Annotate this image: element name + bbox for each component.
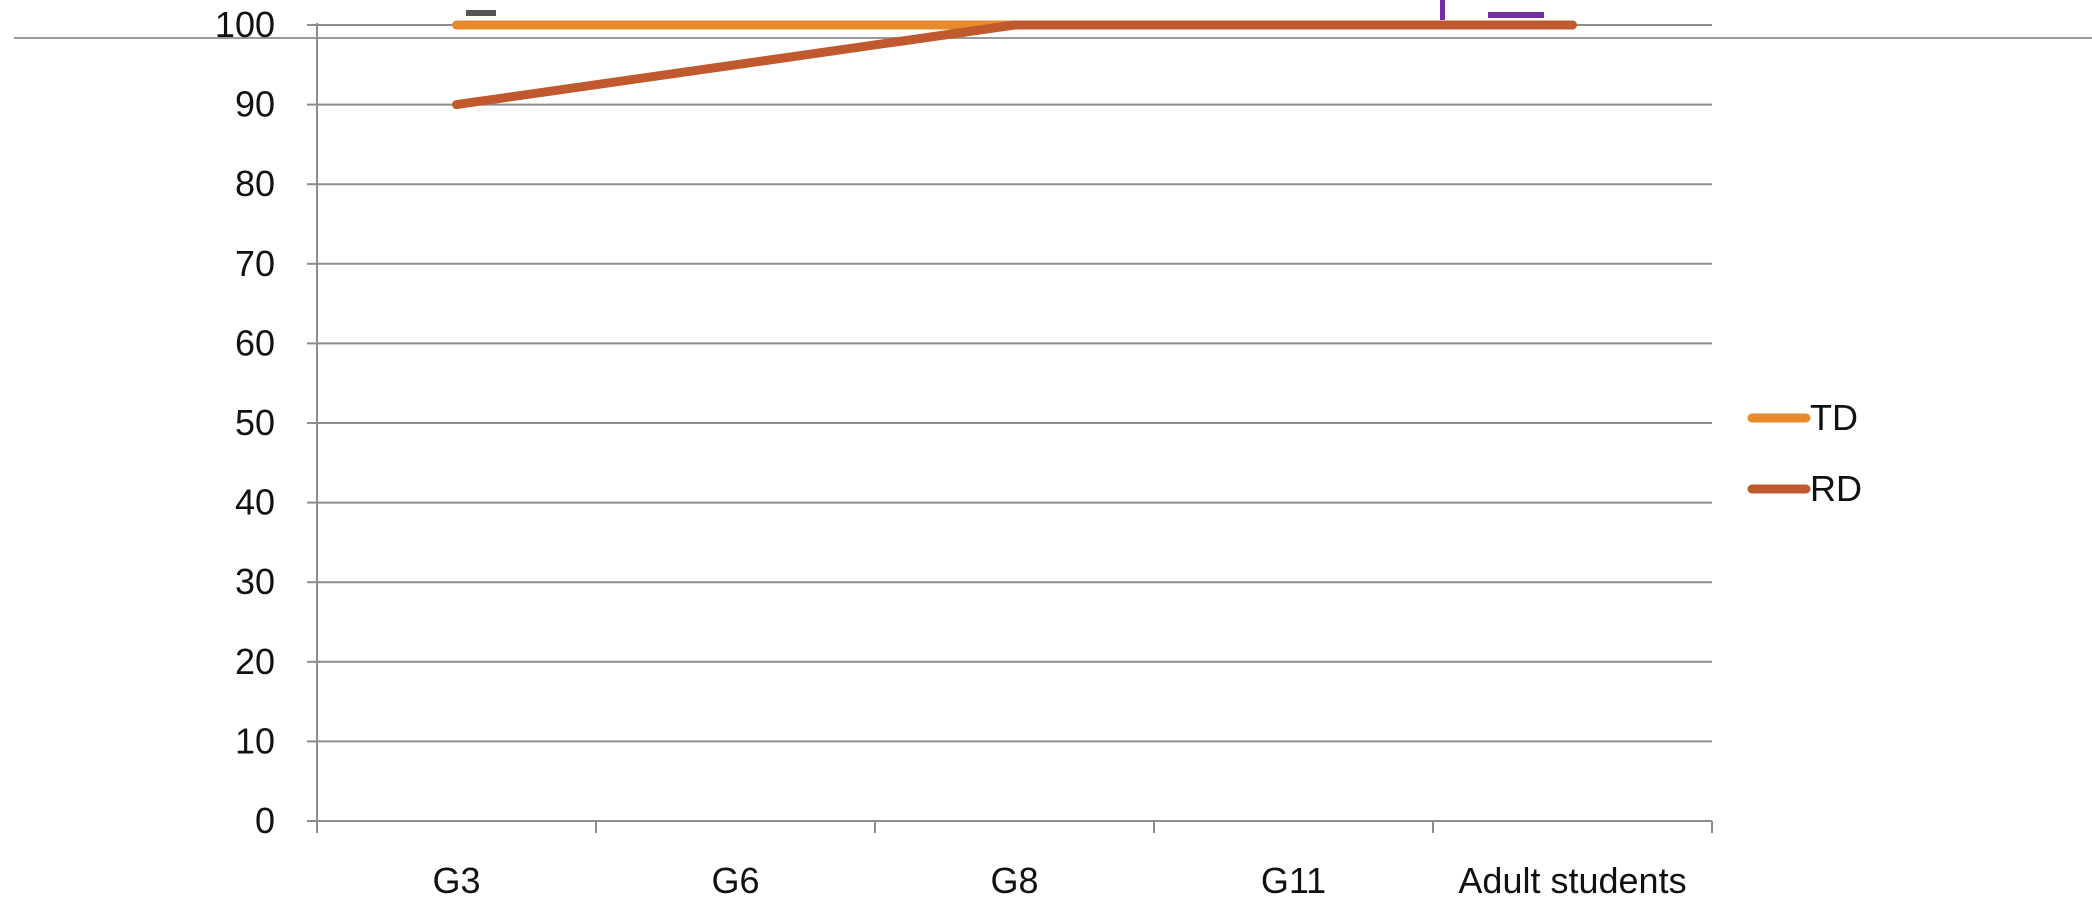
title-fragment-purple [1488, 12, 1544, 18]
title-remnant [14, 0, 2092, 39]
y-tick-label-70: 70 [235, 243, 275, 284]
y-tick-label-0: 0 [255, 800, 275, 841]
y-tick-label-20: 20 [235, 641, 275, 682]
y-tick-label-30: 30 [235, 561, 275, 602]
legend-label-rd: RD [1810, 468, 1862, 509]
y-tick-label-80: 80 [235, 163, 275, 204]
axes [307, 23, 1713, 833]
y-tick-label-60: 60 [235, 322, 275, 363]
series-line-rd [452, 20, 1577, 110]
title-fragment-purple-bar [1440, 0, 1445, 20]
y-tick-label-10: 10 [235, 720, 275, 761]
series-lines [452, 20, 1577, 110]
x-axis-tick-labels: G3 G6 G8 G11 Adult students [432, 860, 1686, 900]
x-tick-label-0: G3 [432, 860, 480, 900]
x-tick-label-2: G8 [990, 860, 1038, 900]
x-tick-label-4: Adult students [1458, 860, 1686, 900]
legend: TD RD [1747, 397, 1862, 509]
title-fragment-dark [466, 10, 496, 16]
x-tick-label-1: G6 [711, 860, 759, 900]
x-tick-label-3: G11 [1261, 860, 1326, 900]
y-tick-label-100: 100 [215, 4, 275, 45]
y-axis-tick-labels: 0 10 20 30 40 50 60 70 80 90 100 [215, 4, 275, 841]
legend-label-td: TD [1810, 397, 1858, 438]
y-tick-label-50: 50 [235, 402, 275, 443]
y-tick-label-40: 40 [235, 482, 275, 523]
y-tick-label-90: 90 [235, 84, 275, 125]
gridlines [317, 24, 1712, 743]
